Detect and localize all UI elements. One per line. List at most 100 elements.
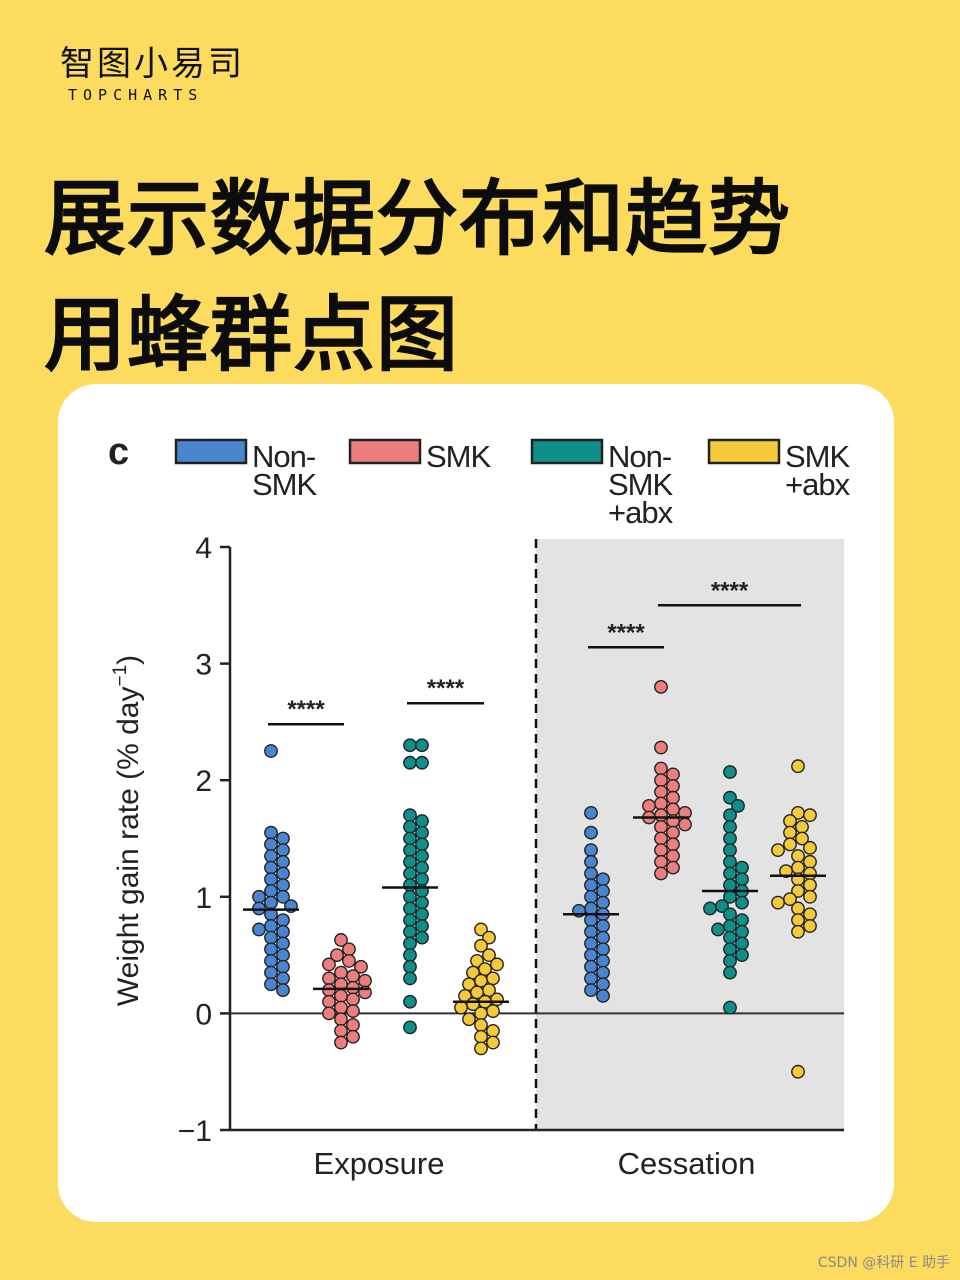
- data-point: [486, 971, 500, 986]
- data-point: [783, 837, 797, 852]
- data-point: [596, 965, 610, 980]
- data-point: [403, 936, 417, 951]
- data-point: [678, 817, 692, 832]
- legend-label: SMK: [426, 439, 492, 474]
- data-point: [654, 680, 668, 694]
- data-point: [276, 878, 290, 893]
- data-point: [403, 878, 417, 893]
- data-point: [264, 744, 278, 758]
- data-point: [666, 837, 680, 852]
- data-point: [654, 740, 668, 755]
- data-point: [803, 889, 817, 904]
- y-tick-label: 2: [195, 765, 212, 798]
- data-point: [415, 907, 429, 922]
- data-point: [415, 849, 429, 863]
- data-point: [454, 1000, 468, 1015]
- data-point: [346, 992, 360, 1007]
- data-point: [723, 919, 737, 933]
- data-point: [596, 930, 610, 945]
- data-point: [403, 889, 417, 904]
- data-point: [403, 971, 417, 986]
- data-point: [486, 1004, 500, 1018]
- y-axis-label: Weight gain rate (% day−1): [110, 655, 145, 1006]
- data-point: [791, 913, 805, 928]
- data-point: [334, 1023, 348, 1038]
- data-point: [403, 843, 417, 858]
- data-point: [415, 837, 429, 852]
- data-point: [403, 831, 417, 846]
- data-point: [596, 919, 610, 933]
- data-point: [666, 860, 680, 875]
- data-point: [584, 854, 598, 869]
- data-point: [403, 755, 417, 770]
- data-point: [462, 1012, 476, 1027]
- data-point: [795, 831, 809, 846]
- data-point: [654, 831, 668, 846]
- data-point: [346, 1004, 360, 1018]
- data-point: [276, 831, 290, 846]
- data-point: [803, 854, 817, 869]
- data-point: [403, 866, 417, 881]
- data-point: [403, 924, 417, 939]
- data-point: [584, 901, 598, 916]
- significance-label: ****: [711, 577, 749, 604]
- data-point: [415, 895, 429, 910]
- data-point: [791, 884, 805, 898]
- data-point: [803, 840, 817, 855]
- legend-swatch: [530, 438, 604, 465]
- data-point: [723, 819, 737, 834]
- legend-label: +abx: [608, 495, 674, 530]
- data-point: [252, 922, 266, 937]
- data-point: [403, 854, 417, 869]
- significance-label: ****: [287, 696, 325, 723]
- data-point: [791, 759, 805, 774]
- data-point: [276, 936, 290, 951]
- data-point: [415, 738, 429, 753]
- data-point: [276, 854, 290, 869]
- data-point: [322, 971, 336, 986]
- legend-label: +abx: [785, 467, 851, 502]
- data-point: [791, 924, 805, 939]
- watermark: CSDN @科研 E 助手: [817, 1255, 950, 1271]
- data-point: [486, 1023, 500, 1038]
- data-point: [596, 942, 610, 957]
- data-point: [403, 738, 417, 753]
- data-point: [264, 977, 278, 992]
- legend-label: Non-: [252, 439, 315, 474]
- data-point: [735, 872, 749, 887]
- data-point: [803, 878, 817, 893]
- data-point: [252, 889, 266, 904]
- data-point: [584, 825, 598, 840]
- brand-name-en: TOPCHARTS: [68, 86, 204, 104]
- data-point: [642, 798, 656, 813]
- data-point: [723, 765, 737, 779]
- x-label-exposure: Exposure: [314, 1146, 445, 1181]
- data-point: [735, 913, 749, 928]
- data-point: [403, 913, 417, 928]
- data-point: [264, 837, 278, 852]
- data-point: [771, 843, 785, 858]
- data-point: [276, 948, 290, 962]
- legend-label: SMK: [252, 467, 318, 502]
- legend-swatch: [348, 438, 422, 465]
- data-point: [264, 919, 278, 933]
- data-point: [723, 965, 737, 980]
- data-point: [584, 843, 598, 858]
- data-point: [803, 919, 817, 933]
- data-point: [723, 866, 737, 881]
- data-point: [276, 843, 290, 858]
- data-point: [482, 930, 496, 945]
- data-point: [330, 948, 344, 962]
- data-point: [276, 889, 290, 904]
- data-point: [474, 1041, 488, 1056]
- y-tick-label: 4: [195, 532, 212, 565]
- data-point: [474, 1029, 488, 1044]
- data-point: [584, 983, 598, 997]
- data-point: [791, 901, 805, 916]
- data-point: [791, 860, 805, 875]
- data-point: [596, 884, 610, 898]
- data-point: [264, 884, 278, 898]
- data-point: [584, 866, 598, 881]
- data-point: [584, 805, 598, 820]
- data-point: [334, 1035, 348, 1050]
